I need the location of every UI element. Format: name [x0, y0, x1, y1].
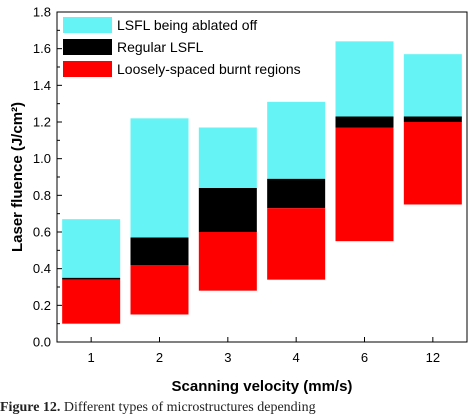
y-tick-label: 0.2 [33, 298, 51, 313]
x-axis-label: Scanning velocity (mm/s) [172, 378, 353, 395]
y-tick-label: 1.6 [33, 41, 51, 56]
bar-segment-2-1 [130, 265, 189, 315]
legend-label: Regular LSFL [117, 39, 204, 55]
bar-segment-0-3 [267, 101, 326, 179]
bar-segment-0-1 [130, 118, 189, 238]
legend: LSFL being ablated off Regular LSFL Loosel… [63, 17, 301, 77]
y-axis-label: Laser fluence (J/cm²) [9, 102, 26, 252]
legend-label: LSFL being ablated off [117, 17, 257, 33]
bar-segment-2-5 [403, 122, 462, 205]
bar-segment-0-4 [335, 41, 394, 117]
bar-segment-1-3 [267, 178, 326, 209]
bar-segment-0-2 [198, 127, 257, 188]
x-tick-label: 1 [88, 350, 95, 365]
legend-label: Loosely-spaced burnt regions [117, 61, 301, 77]
y-tick-label: 1.8 [33, 5, 51, 20]
y-tick-label: 0.0 [33, 335, 51, 350]
x-tick-label: 12 [426, 350, 440, 365]
bar-segment-1-1 [130, 237, 189, 265]
bar-segment-1-2 [198, 188, 257, 232]
bar-segment-2-0 [62, 279, 121, 324]
legend-swatch [63, 17, 112, 33]
x-axis: 1 2 3 4 6 12 [88, 337, 440, 365]
bar-segment-1-0 [62, 277, 121, 280]
legend-swatch [63, 61, 112, 77]
bar-segment-2-2 [198, 232, 257, 291]
y-axis: 0.0 0.2 0.4 0.6 0.8 1.0 1.2 1.4 1.6 1.8 [33, 5, 62, 350]
y-tick-label: 0.6 [33, 225, 51, 240]
bar-segment-0-0 [62, 219, 121, 278]
legend-swatch [63, 39, 112, 55]
caption-lead: Figure 12. [0, 400, 61, 415]
y-tick-label: 0.4 [33, 261, 51, 276]
bar-segment-1-5 [403, 116, 462, 122]
chart: 0.00.20.40.60.81.01.21.41.61.8 1 2 3 4 6 12 S… [9, 5, 468, 395]
x-tick-label: 2 [156, 350, 163, 365]
bars-layer [62, 41, 462, 324]
y-tick-label: 1.0 [33, 151, 51, 166]
x-tick-label: 6 [361, 350, 368, 365]
x-tick-label: 4 [293, 350, 300, 365]
y-tick-label: 1.2 [33, 115, 51, 130]
bar-segment-2-3 [267, 208, 326, 280]
bar-segment-0-5 [403, 54, 462, 117]
x-tick-label: 3 [224, 350, 231, 365]
caption-text: Different types of microstructures depen… [63, 400, 316, 415]
y-tick-label: 1.4 [33, 78, 51, 93]
bar-segment-2-4 [335, 127, 394, 242]
y-tick-label: 0.8 [33, 188, 51, 203]
figure-caption: Figure 12. Different types of microstruc… [0, 400, 474, 416]
bar-segment-1-4 [335, 116, 394, 128]
